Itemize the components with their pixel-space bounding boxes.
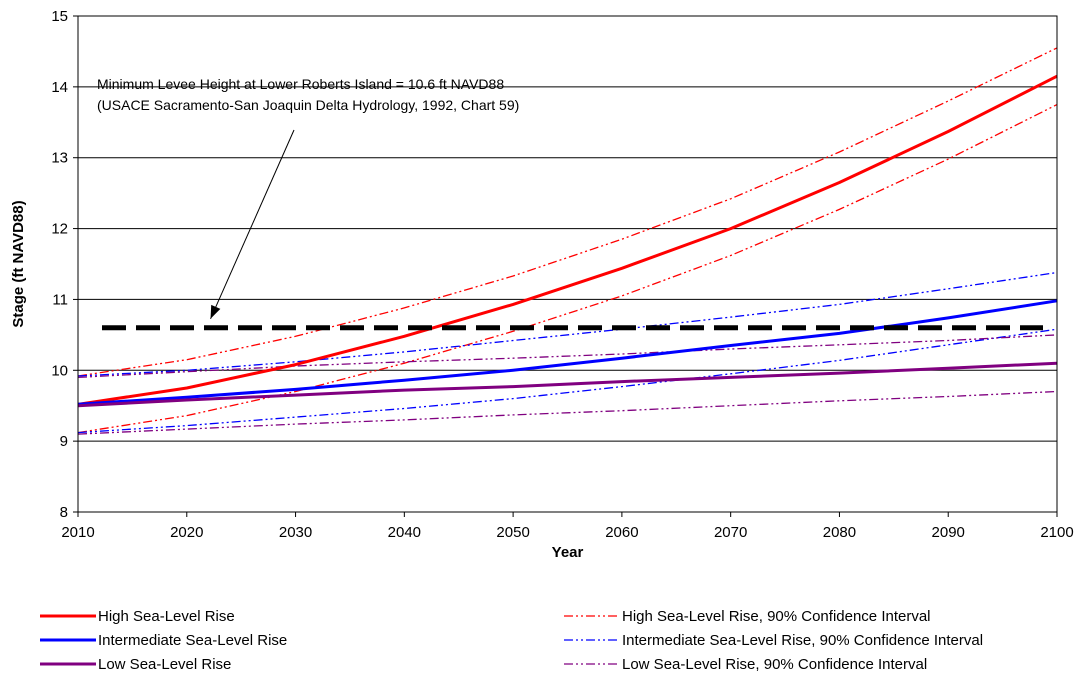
y-tick-label: 15: [51, 8, 68, 25]
annotation-line-2: (USACE Sacramento-San Joaquin Delta Hydr…: [97, 97, 519, 113]
legend-label: Intermediate Sea-Level Rise: [98, 632, 287, 649]
series-line: [77, 334, 1058, 379]
legend-label: Intermediate Sea-Level Rise, 90% Confide…: [622, 632, 983, 649]
y-tick-label: 11: [52, 291, 68, 308]
y-axis-ticks: 8 9 10 11 12 13 14 15: [51, 8, 78, 521]
series-line: [77, 299, 1058, 406]
x-tick-label: 2070: [714, 524, 747, 541]
y-tick-label: 10: [51, 362, 68, 379]
gridlines: [78, 15, 1057, 513]
series-line: [77, 328, 1058, 434]
x-tick-label: 2040: [388, 524, 421, 541]
legend: High Sea-Level Rise Intermediate Sea-Leve…: [40, 608, 983, 673]
plot-area-frame: [77, 15, 1058, 513]
x-tick-label: 2100: [1040, 524, 1073, 541]
series-line: [77, 361, 1058, 408]
annotation: Minimum Levee Height at Lower Roberts Is…: [97, 76, 519, 319]
y-tick-label: 12: [51, 221, 68, 238]
x-tick-label: 2060: [605, 524, 638, 541]
annotation-arrowhead: [210, 304, 221, 319]
annotation-line-1: Minimum Levee Height at Lower Roberts Is…: [97, 76, 504, 92]
legend-label: High Sea-Level Rise: [98, 608, 235, 625]
y-tick-label: 8: [60, 504, 68, 521]
y-tick-label: 13: [51, 150, 68, 167]
series-line: [77, 390, 1058, 435]
legend-label: Low Sea-Level Rise: [98, 656, 231, 673]
series-line: [77, 74, 1058, 406]
x-tick-label: 2020: [170, 524, 203, 541]
y-tick-label: 9: [60, 433, 68, 450]
y-tick-label: 14: [51, 79, 68, 96]
x-tick-label: 2090: [932, 524, 965, 541]
x-tick-label: 2030: [279, 524, 312, 541]
series-line: [77, 271, 1058, 377]
y-axis-title: Stage (ft NAVD88): [10, 200, 27, 327]
legend-label: Low Sea-Level Rise, 90% Confidence Inter…: [622, 656, 927, 673]
x-axis-title: Year: [552, 544, 584, 561]
x-axis-ticks: 2010 2020 2030 2040 2050 2060 2070 2080 2090 2100: [61, 512, 1074, 541]
x-tick-label: 2080: [823, 524, 856, 541]
annotation-arrow: [210, 129, 295, 319]
x-tick-label: 2010: [61, 524, 94, 541]
legend-label: High Sea-Level Rise, 90% Confidence Inte…: [622, 608, 931, 625]
x-tick-label: 2050: [496, 524, 529, 541]
